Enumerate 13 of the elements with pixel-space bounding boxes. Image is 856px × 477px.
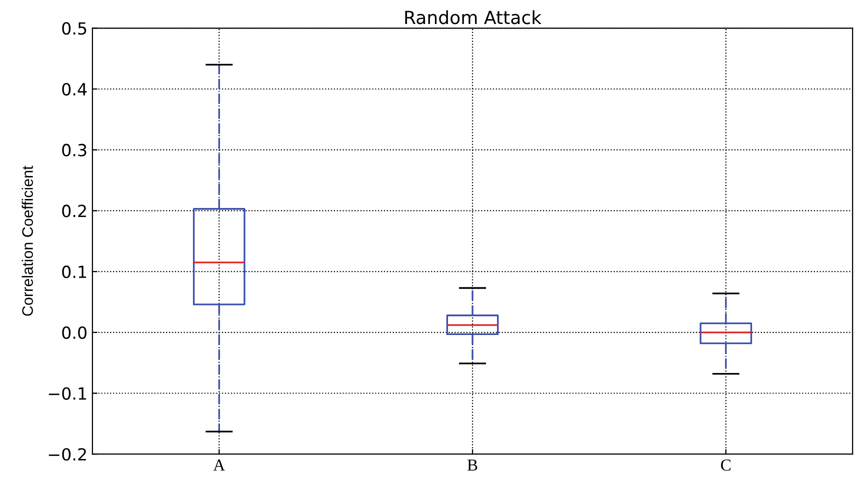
x-tick-label: C: [721, 459, 731, 471]
y-tick-label: 0.3: [62, 144, 86, 156]
y-tick-label: 0.0: [62, 326, 86, 339]
x-tick-label: A: [213, 460, 226, 471]
y-tick-label: −0.1: [48, 387, 86, 400]
y-tick-label: 0.4: [62, 82, 87, 96]
x-tick-label: B: [467, 460, 478, 471]
y-tick-label: −0.2: [48, 448, 86, 461]
chart-title: Random Attack: [405, 10, 542, 24]
y-tick-label: 0.1: [62, 266, 86, 278]
y-tick-label: 0.2: [62, 204, 86, 218]
y-axis-title: Correlation Coefficient: [22, 166, 33, 316]
y-tick-label: 0.5: [62, 22, 86, 35]
